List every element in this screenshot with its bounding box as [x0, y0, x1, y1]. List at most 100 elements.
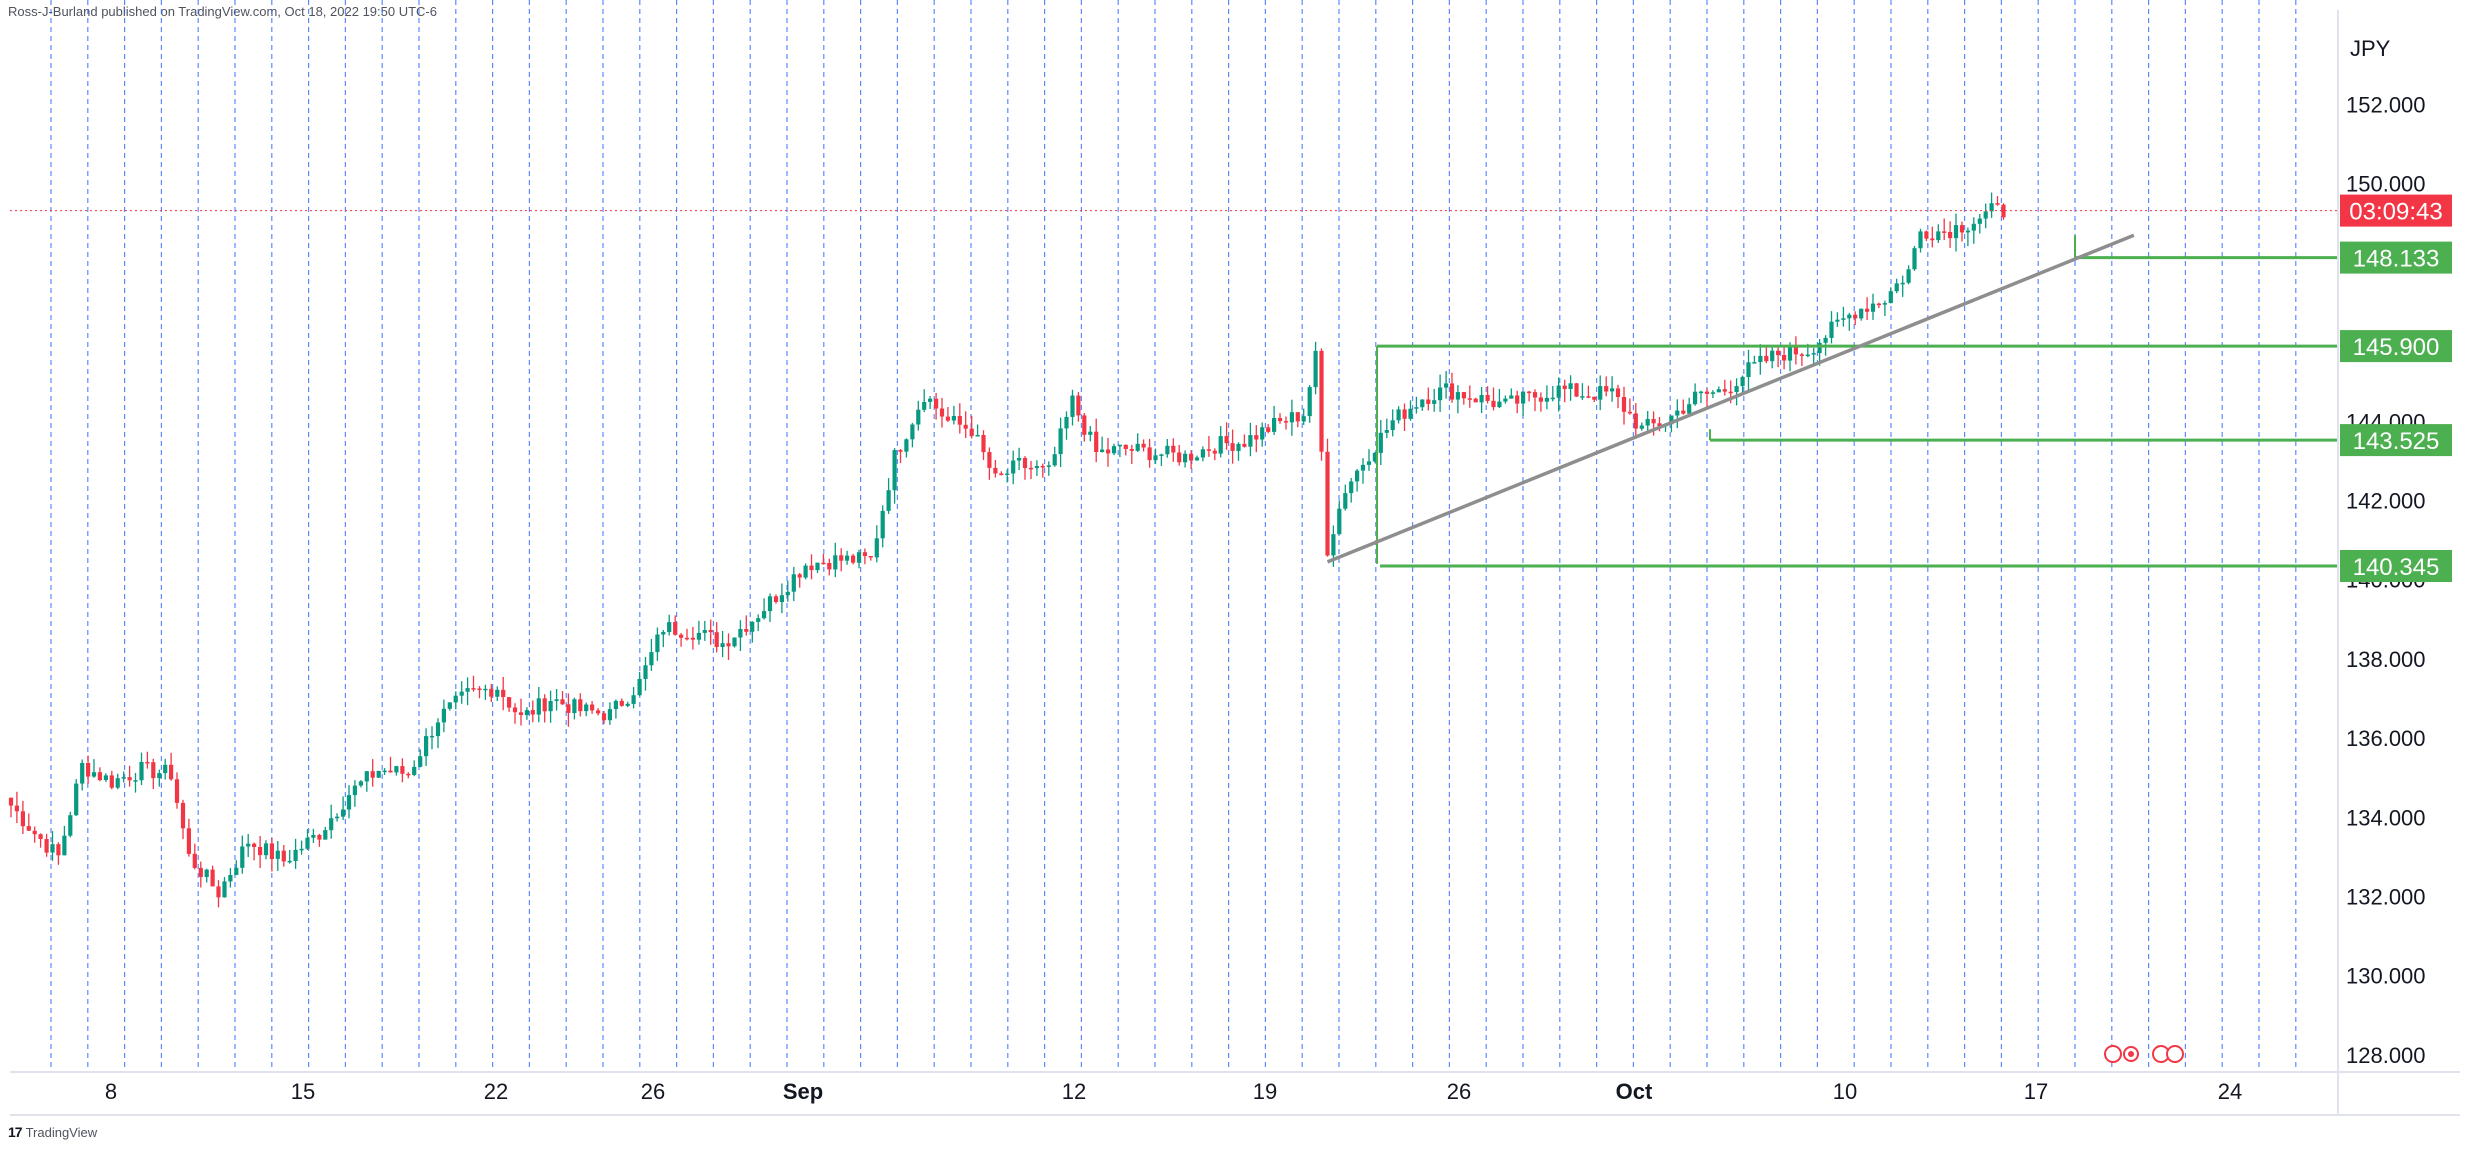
candle-up	[447, 702, 452, 709]
candle-up	[1064, 416, 1069, 429]
candle-up	[382, 770, 387, 773]
candle-up	[1355, 470, 1360, 482]
x-tick-label[interactable]: 19	[1253, 1079, 1277, 1104]
x-tick-label[interactable]: 24	[2218, 1079, 2242, 1104]
x-tick-label[interactable]: 10	[1833, 1079, 1857, 1104]
x-tick-label[interactable]: 8	[105, 1079, 117, 1104]
candle-up	[1165, 445, 1170, 455]
y-tick-label: 152.000	[2346, 93, 2426, 118]
candle-up	[1787, 345, 1793, 361]
candle-up	[928, 398, 933, 402]
candle-up	[50, 844, 55, 853]
candle-up	[1811, 353, 1816, 355]
candle-down	[32, 830, 37, 835]
tradingview-logo[interactable]: 17 TradingView	[8, 1124, 97, 1140]
candle-up	[364, 771, 369, 782]
candle-up	[1349, 481, 1354, 494]
candle-up	[1058, 428, 1063, 455]
x-tick-label[interactable]: 26	[1447, 1079, 1471, 1104]
x-tick-label[interactable]: 15	[291, 1079, 315, 1104]
candle-down	[1633, 413, 1638, 429]
candle-up	[1396, 409, 1401, 421]
candle-up	[1894, 283, 1899, 292]
candle-down	[186, 828, 191, 854]
candle-down	[1254, 435, 1259, 440]
candle-down	[216, 886, 221, 898]
x-tick-label[interactable]: Sep	[783, 1079, 823, 1104]
candle-up	[667, 622, 672, 632]
candle-down	[198, 867, 203, 877]
candle-down	[945, 416, 950, 421]
candle-up	[1841, 318, 1846, 320]
candle-down	[501, 689, 506, 698]
candle-up	[803, 565, 808, 578]
candle-down	[1094, 431, 1099, 452]
candle-down	[1764, 355, 1769, 362]
candle-down	[1722, 389, 1727, 392]
candle-down	[993, 467, 998, 474]
x-tick-label[interactable]: 12	[1062, 1079, 1086, 1104]
candle-up	[655, 634, 660, 653]
candle-down	[1230, 443, 1235, 451]
candle-up	[240, 846, 245, 868]
candle-up	[1669, 415, 1674, 425]
candle-up	[465, 688, 470, 692]
level-price-badge-bg	[2340, 241, 2452, 274]
candle-down	[1574, 383, 1579, 397]
candle-down	[957, 416, 962, 425]
candle-down	[1776, 350, 1781, 356]
candle-up	[80, 763, 85, 784]
economic-events-icons[interactable]	[2104, 1045, 2184, 1063]
candle-up	[323, 830, 328, 840]
candle-down	[987, 452, 992, 468]
candle-up	[1343, 493, 1348, 509]
candle-up	[750, 621, 755, 632]
candle-up	[1200, 449, 1205, 458]
candle-down	[1106, 449, 1111, 454]
candle-down	[809, 565, 814, 571]
candle-down	[1793, 345, 1798, 355]
candle-up	[738, 629, 743, 638]
candle-down	[1040, 466, 1045, 468]
x-tick-label[interactable]: 26	[641, 1079, 665, 1104]
candle-down	[1449, 383, 1455, 400]
candle-up	[453, 695, 458, 703]
candle-down	[8, 797, 14, 806]
candle-down	[86, 763, 91, 777]
candle-up	[459, 691, 464, 696]
candle-down	[797, 574, 802, 578]
candle-down	[578, 699, 583, 712]
candle-down	[1728, 391, 1733, 394]
candle-down	[388, 770, 393, 773]
candle-down	[963, 424, 968, 429]
candle-down	[1467, 398, 1472, 400]
us-flag-event-icon[interactable]	[2104, 1045, 2122, 1063]
candle-down	[673, 622, 678, 635]
x-tick-label[interactable]: 17	[2024, 1079, 2048, 1104]
x-axis-ticks[interactable]: 8 15 22 26 Sep 12 19 26 Oct 10 17 24	[105, 1079, 2242, 1104]
candle-down	[773, 596, 779, 602]
y-tick-label: 132.000	[2346, 885, 2426, 910]
candle-up	[1248, 435, 1253, 447]
candle-up	[1639, 425, 1644, 429]
candle-up	[1052, 454, 1057, 466]
candle-up	[720, 643, 725, 647]
candle-down	[690, 637, 695, 640]
candle-down	[1865, 308, 1870, 312]
candle-up	[1272, 418, 1277, 432]
candle-down	[180, 802, 186, 829]
x-tick-label[interactable]: 22	[484, 1079, 508, 1104]
candle-down	[542, 698, 547, 712]
candle-up	[424, 736, 429, 757]
candle-up	[1111, 446, 1117, 454]
candle-up	[1870, 303, 1876, 312]
candle-down	[406, 773, 411, 776]
x-tick-label[interactable]: Oct	[1616, 1079, 1653, 1104]
support-trendline[interactable]	[1326, 233, 2135, 564]
candle-up	[1544, 397, 1549, 402]
candle-up	[329, 818, 334, 831]
candle-down	[714, 632, 719, 647]
candle-up	[1645, 419, 1650, 426]
us-flag-event-icon-3[interactable]	[2166, 1045, 2184, 1063]
